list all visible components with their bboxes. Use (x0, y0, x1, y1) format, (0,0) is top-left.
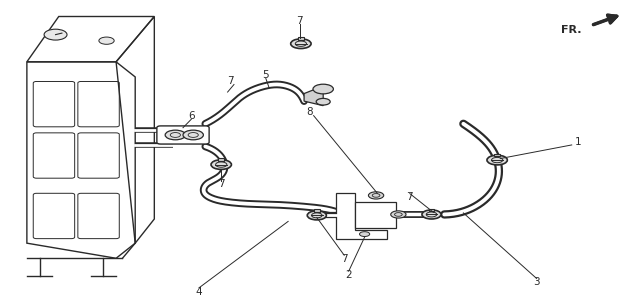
Bar (429, 209, 435, 211)
FancyBboxPatch shape (157, 126, 209, 144)
Circle shape (422, 210, 441, 219)
Circle shape (99, 37, 114, 44)
Circle shape (316, 99, 330, 105)
Circle shape (307, 211, 326, 220)
Text: 7: 7 (406, 192, 413, 202)
Bar (298, 38, 304, 40)
Circle shape (487, 155, 508, 165)
Bar (218, 158, 224, 161)
Text: 6: 6 (188, 111, 195, 121)
Text: 2: 2 (346, 270, 352, 280)
Text: 4: 4 (196, 286, 202, 296)
Circle shape (44, 29, 67, 40)
Bar (355, 202, 396, 228)
Text: 7: 7 (218, 179, 225, 189)
Text: 7: 7 (341, 254, 348, 264)
Text: 5: 5 (262, 70, 269, 81)
Circle shape (369, 192, 384, 199)
Circle shape (211, 160, 232, 169)
Bar (494, 154, 500, 156)
Circle shape (391, 211, 406, 218)
Text: 7: 7 (227, 77, 234, 87)
Circle shape (291, 39, 311, 48)
Circle shape (360, 232, 370, 236)
Circle shape (183, 130, 204, 140)
Bar (314, 210, 320, 212)
Text: FR.: FR. (561, 25, 582, 35)
Polygon shape (336, 193, 387, 239)
Text: 1: 1 (575, 137, 581, 147)
Text: 7: 7 (296, 16, 303, 26)
Text: 8: 8 (306, 107, 312, 117)
Polygon shape (304, 86, 323, 106)
Circle shape (165, 130, 186, 140)
Text: 3: 3 (533, 277, 540, 287)
Circle shape (313, 84, 333, 94)
